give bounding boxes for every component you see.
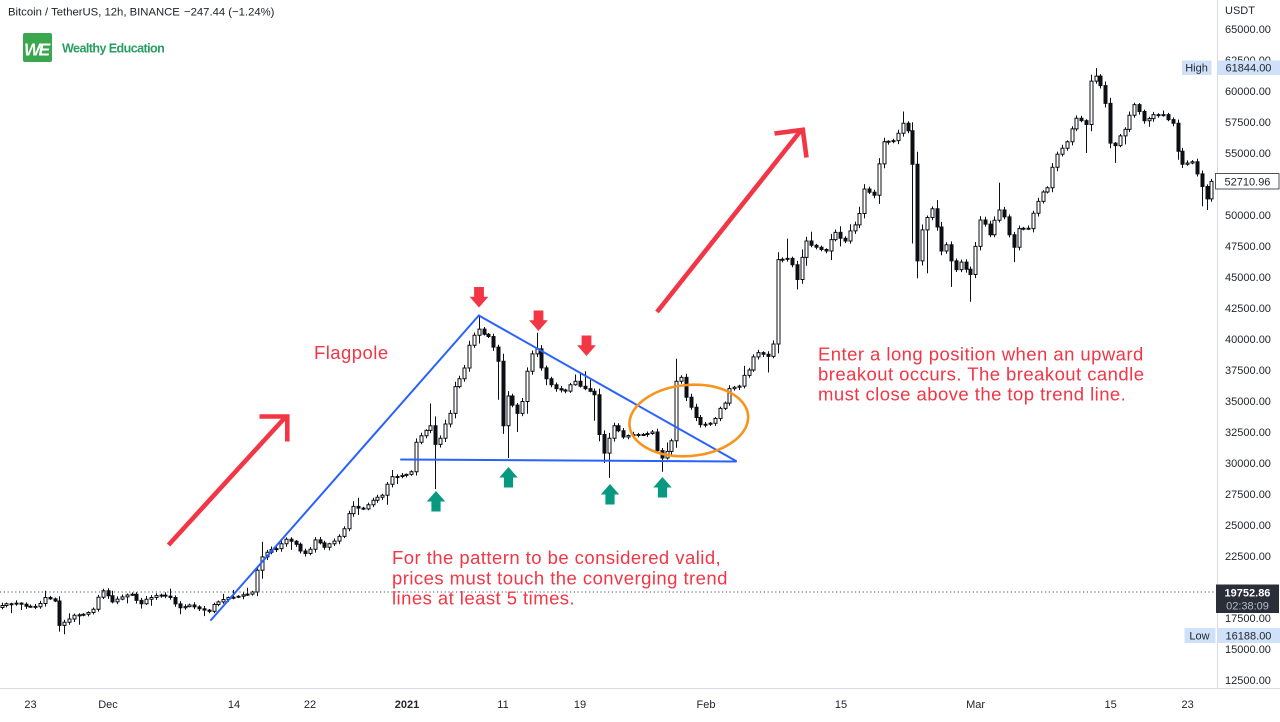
svg-text:19: 19: [574, 699, 586, 711]
svg-text:breakout occurs. The breakout: breakout occurs. The breakout candle: [818, 364, 1144, 385]
svg-text:42500.00: 42500.00: [1225, 303, 1271, 315]
svg-text:14: 14: [228, 699, 240, 711]
svg-text:Flagpole: Flagpole: [314, 342, 389, 363]
svg-text:61844.00: 61844.00: [1226, 63, 1272, 75]
svg-text:19752.86: 19752.86: [1225, 588, 1271, 600]
svg-text:USDT: USDT: [1225, 5, 1255, 17]
svg-text:15: 15: [835, 699, 847, 711]
svg-text:WE: WE: [24, 40, 52, 60]
svg-text:Bitcoin / TetherUS, 12h, BINAN: Bitcoin / TetherUS, 12h, BINANCE: [8, 7, 180, 19]
svg-text:22500.00: 22500.00: [1225, 551, 1271, 563]
svg-text:22: 22: [304, 699, 316, 711]
svg-text:65000.00: 65000.00: [1225, 24, 1271, 36]
svg-text:60000.00: 60000.00: [1225, 86, 1271, 98]
svg-text:High: High: [1185, 63, 1208, 75]
svg-text:Low: Low: [1189, 631, 1209, 643]
svg-text:30000.00: 30000.00: [1225, 458, 1271, 470]
svg-text:02:38:09: 02:38:09: [1226, 601, 1269, 613]
svg-text:25000.00: 25000.00: [1225, 520, 1271, 532]
svg-text:15: 15: [1104, 699, 1116, 711]
svg-text:16188.00: 16188.00: [1226, 631, 1272, 643]
svg-text:40000.00: 40000.00: [1225, 334, 1271, 346]
svg-text:Feb: Feb: [697, 699, 716, 711]
svg-text:2021: 2021: [395, 699, 419, 711]
svg-text:47500.00: 47500.00: [1225, 241, 1271, 253]
svg-text:27500.00: 27500.00: [1225, 489, 1271, 501]
svg-text:−247.44 (−1.24%): −247.44 (−1.24%): [184, 7, 275, 19]
svg-text:32500.00: 32500.00: [1225, 427, 1271, 439]
svg-text:For the pattern to be consider: For the pattern to be considered valid,: [392, 547, 721, 568]
svg-text:11: 11: [497, 699, 508, 711]
svg-text:lines at least 5 times.: lines at least 5 times.: [392, 588, 575, 609]
svg-text:50000.00: 50000.00: [1225, 210, 1271, 222]
svg-text:57500.00: 57500.00: [1225, 117, 1271, 129]
svg-text:prices must touch the convergi: prices must touch the converging trend: [392, 567, 728, 588]
svg-text:23: 23: [24, 699, 36, 711]
svg-text:35000.00: 35000.00: [1225, 396, 1271, 408]
svg-text:12500.00: 12500.00: [1225, 675, 1271, 687]
svg-text:Dec: Dec: [98, 699, 118, 711]
svg-text:55000.00: 55000.00: [1225, 148, 1271, 160]
svg-text:Enter a long position when an: Enter a long position when an upward: [818, 344, 1144, 365]
svg-text:15000.00: 15000.00: [1225, 644, 1271, 656]
svg-text:Wealthy Education: Wealthy Education: [62, 42, 164, 56]
svg-text:Mar: Mar: [966, 699, 985, 711]
svg-text:45000.00: 45000.00: [1225, 272, 1271, 284]
svg-text:17500.00: 17500.00: [1225, 613, 1271, 625]
svg-text:52710.96: 52710.96: [1225, 177, 1271, 189]
svg-text:23: 23: [1181, 699, 1193, 711]
svg-text:must close above the top trend: must close above the top trend line.: [818, 384, 1126, 405]
svg-text:37500.00: 37500.00: [1225, 365, 1271, 377]
